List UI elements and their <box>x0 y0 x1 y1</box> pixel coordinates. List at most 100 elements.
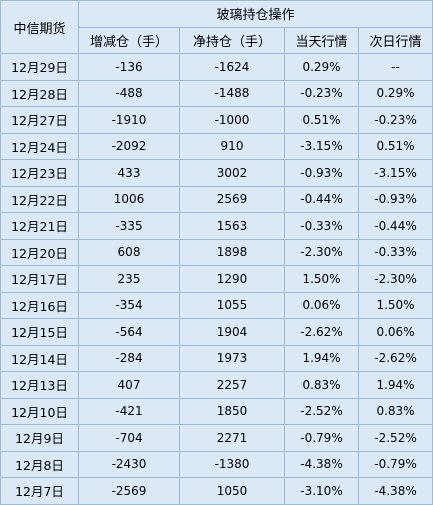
today-move-cell: -3.15% <box>284 132 359 160</box>
date-cell: 12月9日 <box>0 424 79 452</box>
change-cell: 608 <box>78 238 180 266</box>
today-move-cell: -4.38% <box>284 450 359 478</box>
change-cell: -564 <box>78 318 180 346</box>
today-move-cell: 1.94% <box>284 344 359 372</box>
net-position-cell: 1055 <box>179 291 285 319</box>
table-row: 12月14日 -284 1973 1.94% -2.62% <box>0 344 433 372</box>
column-header-net: 净持仓（手） <box>179 26 285 54</box>
change-cell: 1006 <box>78 185 180 213</box>
table-row: 12月10日 -421 1850 -2.52% 0.83% <box>0 397 433 425</box>
today-move-cell: 0.51% <box>284 106 359 134</box>
net-position-cell: -1380 <box>179 450 285 478</box>
date-cell: 12月24日 <box>0 132 79 160</box>
table-row: 12月7日 -2569 1050 -3.10% -4.38% <box>0 477 433 505</box>
next-day-move-cell: -2.62% <box>357 344 433 372</box>
brand-header: 中信期货 <box>0 0 79 54</box>
next-day-move-cell: 0.29% <box>357 79 433 107</box>
table-row: 12月20日 608 1898 -2.30% -0.33% <box>0 238 433 266</box>
next-day-move-cell: 0.06% <box>357 318 433 346</box>
change-cell: 433 <box>78 159 180 187</box>
table-row: 12月27日 -1910 -1000 0.51% -0.23% <box>0 106 433 134</box>
next-day-move-cell: -- <box>357 53 433 81</box>
date-cell: 12月10日 <box>0 397 79 425</box>
net-position-cell: 2271 <box>179 424 285 452</box>
today-move-cell: -3.10% <box>284 477 359 505</box>
table-row: 12月22日 1006 2569 -0.44% -0.93% <box>0 185 433 213</box>
change-cell: -284 <box>78 344 180 372</box>
net-position-cell: -1624 <box>179 53 285 81</box>
net-position-cell: 1290 <box>179 265 285 293</box>
today-move-cell: 1.50% <box>284 265 359 293</box>
next-day-move-cell: -0.44% <box>357 212 433 240</box>
next-day-move-cell: 0.51% <box>357 132 433 160</box>
next-day-move-cell: -0.33% <box>357 238 433 266</box>
table-row: 12月8日 -2430 -1380 -4.38% -0.79% <box>0 450 433 478</box>
table-row: 12月23日 433 3002 -0.93% -3.15% <box>0 159 433 187</box>
next-day-move-cell: -4.38% <box>357 477 433 505</box>
next-day-move-cell: -2.52% <box>357 424 433 452</box>
date-cell: 12月7日 <box>0 477 79 505</box>
date-cell: 12月21日 <box>0 212 79 240</box>
today-move-cell: -0.44% <box>284 185 359 213</box>
change-cell: -421 <box>78 397 180 425</box>
table-row: 12月15日 -564 1904 -2.62% 0.06% <box>0 318 433 346</box>
date-cell: 12月13日 <box>0 371 79 399</box>
next-day-move-cell: -0.93% <box>357 185 433 213</box>
header-row-1: 中信期货 玻璃持仓操作 <box>0 0 433 54</box>
column-header-change: 增减仓（手） <box>78 26 180 54</box>
net-position-cell: 2257 <box>179 371 285 399</box>
column-header-today: 当天行情 <box>284 26 359 54</box>
today-move-cell: -0.93% <box>284 159 359 187</box>
header-row-2: 增减仓（手） 净持仓（手） 当天行情 次日行情 <box>1 26 433 54</box>
net-position-cell: 2569 <box>179 185 285 213</box>
today-move-cell: -0.79% <box>284 424 359 452</box>
net-position-cell: 1050 <box>179 477 285 505</box>
change-cell: -1910 <box>78 106 180 134</box>
date-cell: 12月17日 <box>0 265 79 293</box>
today-move-cell: -2.52% <box>284 397 359 425</box>
table-row: 12月17日 235 1290 1.50% -2.30% <box>0 265 433 293</box>
net-position-cell: -1000 <box>179 106 285 134</box>
today-move-cell: 0.83% <box>284 371 359 399</box>
change-cell: -2092 <box>78 132 180 160</box>
column-header-next: 次日行情 <box>357 26 433 54</box>
next-day-move-cell: 0.83% <box>357 397 433 425</box>
today-move-cell: -2.30% <box>284 238 359 266</box>
next-day-move-cell: -3.15% <box>357 159 433 187</box>
today-move-cell: -2.62% <box>284 318 359 346</box>
table-row: 12月28日 -488 -1488 -0.23% 0.29% <box>0 79 433 107</box>
change-cell: -488 <box>78 79 180 107</box>
table-row: 12月16日 -354 1055 0.06% 1.50% <box>0 291 433 319</box>
change-cell: 407 <box>78 371 180 399</box>
table-row: 12月9日 -704 2271 -0.79% -2.52% <box>0 424 433 452</box>
date-cell: 12月22日 <box>0 185 79 213</box>
table-row: 12月13日 407 2257 0.83% 1.94% <box>0 371 433 399</box>
net-position-cell: 1850 <box>179 397 285 425</box>
date-cell: 12月29日 <box>0 53 79 81</box>
date-cell: 12月15日 <box>0 318 79 346</box>
net-position-cell: 3002 <box>179 159 285 187</box>
next-day-move-cell: -0.23% <box>357 106 433 134</box>
next-day-move-cell: -2.30% <box>357 265 433 293</box>
net-position-cell: 1973 <box>179 344 285 372</box>
date-cell: 12月20日 <box>0 238 79 266</box>
today-move-cell: -0.33% <box>284 212 359 240</box>
change-cell: -136 <box>78 53 180 81</box>
change-cell: -2569 <box>78 477 180 505</box>
change-cell: 235 <box>78 265 180 293</box>
today-move-cell: 0.29% <box>284 53 359 81</box>
net-position-cell: 1563 <box>179 212 285 240</box>
date-cell: 12月27日 <box>0 106 79 134</box>
table-row: 12月24日 -2092 910 -3.15% 0.51% <box>0 132 433 160</box>
date-cell: 12月16日 <box>0 291 79 319</box>
table-row: 12月21日 -335 1563 -0.33% -0.44% <box>0 212 433 240</box>
net-position-cell: 910 <box>179 132 285 160</box>
today-move-cell: 0.06% <box>284 291 359 319</box>
date-cell: 12月14日 <box>0 344 79 372</box>
date-cell: 12月23日 <box>0 159 79 187</box>
today-move-cell: -0.23% <box>284 79 359 107</box>
date-cell: 12月28日 <box>0 79 79 107</box>
change-cell: -704 <box>78 424 180 452</box>
change-cell: -2430 <box>78 450 180 478</box>
